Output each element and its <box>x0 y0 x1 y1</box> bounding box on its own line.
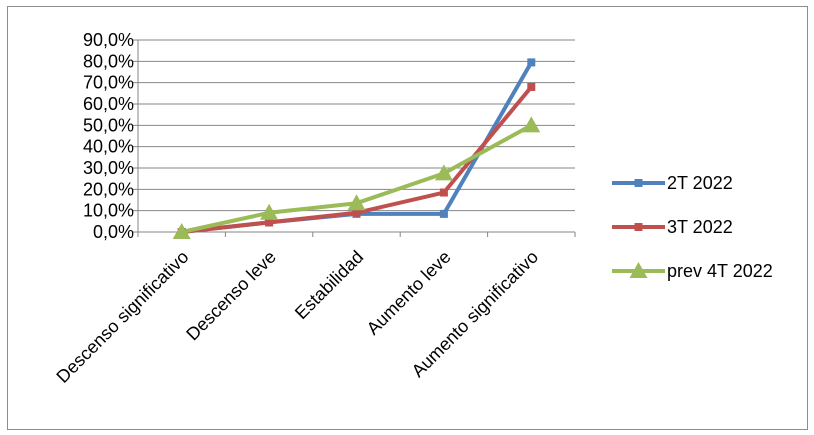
y-tick-label: 30,0% <box>83 158 134 178</box>
series-markers <box>172 58 541 239</box>
x-tick-label: Estabilidad <box>291 247 367 323</box>
data-point <box>172 223 191 239</box>
x-tick-label: Aumento leve <box>363 247 455 339</box>
y-tick-label: 0,0% <box>93 222 134 242</box>
legend-marker <box>634 223 643 231</box>
y-tick-labels: 0,0%10,0%20,0%30,0%40,0%50,0%60,0%70,0%8… <box>83 30 134 242</box>
legend-marker <box>634 179 643 187</box>
y-tick-label: 70,0% <box>83 73 134 93</box>
data-point <box>439 188 448 197</box>
data-point <box>260 203 279 220</box>
legend-label: prev 4T 2022 <box>667 261 773 281</box>
data-point <box>527 82 536 91</box>
y-tick-label: 50,0% <box>83 115 134 135</box>
y-tick-label: 40,0% <box>83 137 134 157</box>
legend-label: 2T 2022 <box>667 173 733 193</box>
axes <box>133 39 576 237</box>
gridlines <box>138 39 575 212</box>
chart-frame <box>7 6 808 430</box>
data-point <box>527 58 536 67</box>
data-point <box>265 218 274 227</box>
y-tick-label: 10,0% <box>83 201 134 221</box>
y-tick-label: 60,0% <box>83 94 134 114</box>
x-tick-label: Descenso significativo <box>52 247 192 387</box>
y-tick-label: 20,0% <box>83 179 134 199</box>
x-tick-label: Descenso leve <box>182 247 280 345</box>
legend-label: 3T 2022 <box>667 217 733 237</box>
legend-marker <box>629 262 648 278</box>
data-point <box>439 209 448 218</box>
data-point <box>434 164 453 181</box>
y-tick-label: 90,0% <box>83 30 134 50</box>
data-point <box>347 194 366 211</box>
y-tick-label: 80,0% <box>83 51 134 71</box>
legend: 2T 2022 3T 2022 prev 4T 2022 <box>612 173 773 281</box>
data-point <box>522 116 541 133</box>
data-point <box>352 208 361 217</box>
